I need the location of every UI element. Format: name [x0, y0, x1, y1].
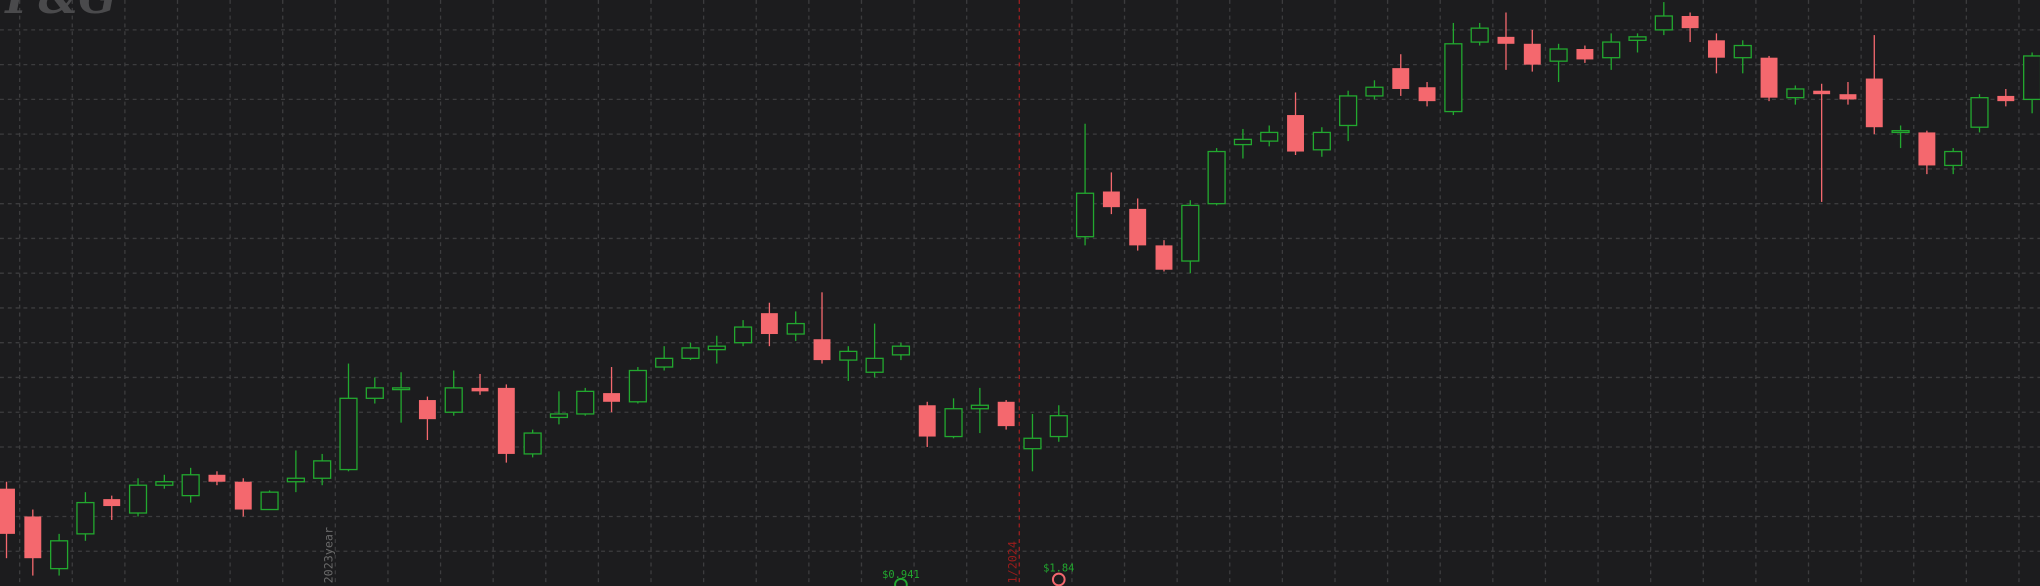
candle-body	[1233, 138, 1253, 146]
candle-body	[1312, 131, 1331, 151]
candle-body	[813, 339, 831, 361]
candle-body	[733, 326, 753, 344]
candle-body	[1654, 15, 1673, 31]
candle-body	[1944, 150, 1963, 167]
candle-body	[1470, 27, 1489, 43]
candle-body	[681, 347, 700, 359]
candle-body	[128, 484, 148, 514]
candle-body	[1681, 15, 1699, 29]
candle-body	[997, 401, 1015, 427]
candle-body	[1181, 204, 1200, 262]
candle-body	[1786, 88, 1805, 99]
candle-body	[2023, 55, 2040, 101]
candle-body	[181, 474, 200, 497]
candle-body	[1129, 208, 1147, 246]
candles	[0, 2, 2040, 576]
candle-body	[1813, 90, 1831, 95]
candle-body	[549, 413, 569, 419]
date-label: 1/2024	[1006, 541, 1020, 583]
candle-body	[286, 477, 305, 483]
watermark: P&G	[3, 0, 116, 24]
candle-body	[707, 345, 726, 351]
candle-body	[628, 369, 647, 403]
event-icon	[894, 577, 908, 586]
candle-body	[603, 393, 621, 402]
candle-body	[1339, 95, 1358, 127]
candle-body	[50, 540, 69, 570]
candle-body	[260, 491, 279, 511]
candle-body	[1023, 437, 1042, 450]
candle-body	[1549, 48, 1568, 62]
candle-body	[865, 357, 884, 373]
candle-body	[918, 405, 936, 437]
candle-body	[313, 460, 332, 479]
candle-body	[471, 387, 489, 392]
candle-body	[523, 432, 542, 455]
candle-body	[1997, 95, 2015, 102]
candle-body	[1444, 43, 1463, 113]
candle-body	[1733, 44, 1752, 59]
candle-body	[1497, 36, 1515, 44]
candle-body	[1049, 415, 1068, 438]
candle-body	[76, 501, 95, 535]
candle-body	[497, 387, 515, 454]
candle-body	[970, 404, 989, 410]
candle-body	[1207, 150, 1226, 205]
candle-body	[1102, 191, 1120, 208]
candle-body	[839, 350, 858, 361]
candle-body	[944, 408, 963, 438]
candle-body	[208, 474, 226, 482]
candle-body	[576, 390, 595, 415]
candle-body	[234, 481, 252, 510]
candle-body	[444, 387, 463, 413]
candle-body	[1602, 41, 1621, 59]
candle-body	[1075, 192, 1095, 238]
candle-body	[1260, 131, 1279, 142]
candle-body	[1392, 68, 1410, 89]
candle-body	[1287, 115, 1304, 152]
event-label: $1.84	[1043, 563, 1074, 575]
candle-body	[760, 313, 778, 335]
candle-body	[391, 387, 411, 391]
candle-body	[1865, 78, 1883, 128]
candle-body	[891, 345, 911, 356]
candle-body	[655, 357, 674, 368]
candle-body	[1891, 130, 1910, 134]
candle-body	[1155, 245, 1173, 270]
candle-body	[0, 488, 15, 534]
candle-body	[1365, 86, 1384, 97]
candle-body	[1760, 57, 1778, 98]
candle-body	[1418, 87, 1436, 102]
candle-body	[339, 397, 358, 471]
candle-body	[1970, 97, 1989, 128]
candle-body	[1628, 36, 1647, 41]
candle-body	[418, 400, 436, 420]
event-label: $0.941	[882, 569, 920, 581]
date-label: 2023year	[322, 527, 336, 583]
candle-body	[1523, 43, 1541, 65]
candle-body	[103, 499, 121, 507]
candle-body	[365, 387, 384, 399]
candle-body	[1839, 94, 1857, 100]
event-icon	[1051, 572, 1066, 586]
candle-body	[24, 516, 42, 559]
candle-body	[1707, 40, 1725, 58]
candle-body	[786, 322, 805, 335]
candle-body	[1576, 49, 1594, 60]
candle-body	[1918, 132, 1936, 166]
candle-body	[155, 481, 174, 486]
